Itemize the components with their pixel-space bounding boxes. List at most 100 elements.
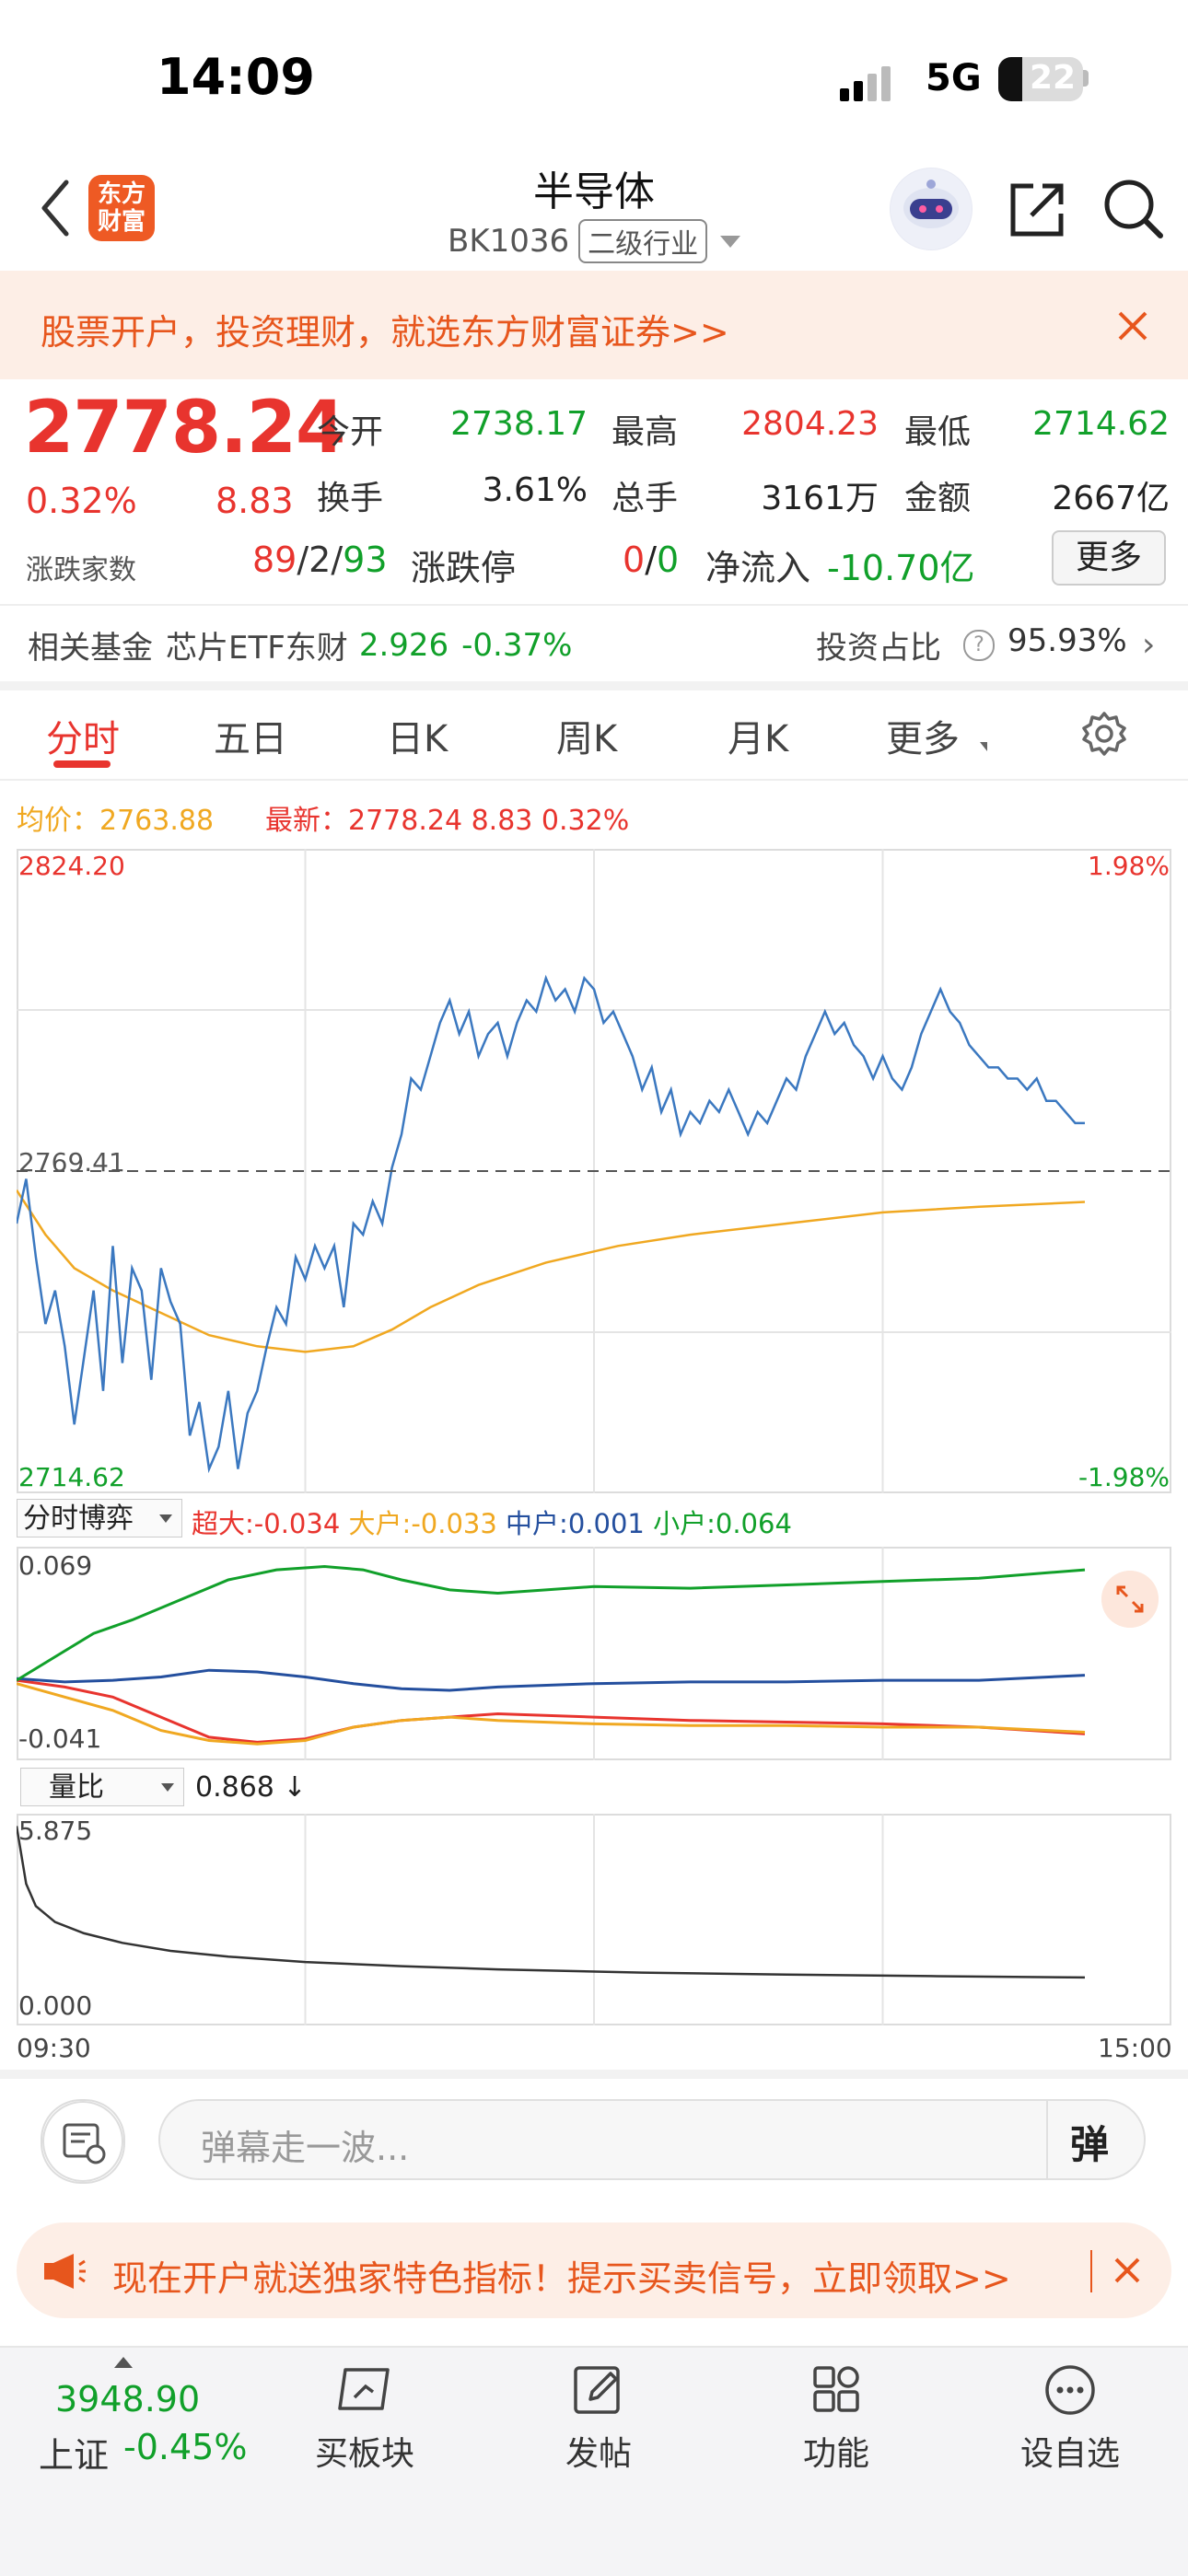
updown-count: 89/2/93 bbox=[252, 540, 388, 580]
sector-code-row[interactable]: BK1036 二级行业 bbox=[448, 219, 741, 263]
danmu-toggle-button[interactable]: 弹 bbox=[1070, 2122, 1110, 2167]
nav-add-watchlist[interactable]: 设自选 bbox=[996, 2362, 1144, 2475]
price-line bbox=[17, 974, 1085, 1474]
battery-icon: 22 bbox=[998, 57, 1083, 101]
comment-list-icon[interactable] bbox=[41, 2099, 125, 2184]
tab-indicator bbox=[53, 760, 111, 768]
caret-up-icon[interactable] bbox=[114, 2357, 133, 2368]
nav-post[interactable]: 发帖 bbox=[525, 2362, 672, 2475]
turnover-value: 3.61% bbox=[482, 471, 588, 509]
y-axis-bottom-label: 2714.62 bbox=[18, 1462, 125, 1492]
nav-label: 功能 bbox=[802, 2435, 869, 2473]
caret-down-icon bbox=[720, 235, 741, 248]
page-title: 半导体 bbox=[533, 168, 655, 215]
nav-label: 买板块 bbox=[314, 2435, 414, 2473]
chevron-right-icon[interactable]: › bbox=[1142, 626, 1156, 664]
change-percent: 0.32% bbox=[26, 481, 137, 521]
close-icon[interactable] bbox=[1111, 2254, 1144, 2287]
sub-chart-select-label: 分时博弈 bbox=[23, 1503, 134, 1535]
x-axis-start-label: 09:30 bbox=[17, 2033, 91, 2063]
flat-count: 2 bbox=[309, 540, 332, 580]
legend-small: 小户:0.064 bbox=[653, 1508, 792, 1539]
network-label: 5G bbox=[926, 57, 982, 99]
gear-icon[interactable] bbox=[1081, 711, 1127, 757]
volume-label: 总手 bbox=[611, 480, 679, 517]
nav-label: 设自选 bbox=[1019, 2435, 1120, 2473]
caret-icon bbox=[980, 742, 987, 751]
open-value: 2738.17 bbox=[450, 405, 588, 443]
bottom-nav bbox=[0, 2346, 1188, 2576]
index-name[interactable]: 上证 bbox=[39, 2435, 110, 2476]
high-label: 最高 bbox=[611, 413, 679, 451]
caret-down-icon bbox=[159, 1514, 172, 1523]
volume-value: 3161万 bbox=[761, 480, 879, 517]
sub-chart-select[interactable]: 分时博弈 bbox=[17, 1499, 182, 1537]
tab-more[interactable]: 更多 bbox=[886, 718, 960, 760]
divider bbox=[0, 779, 1188, 781]
promo-banner[interactable] bbox=[0, 271, 1188, 379]
tab-weekly-k[interactable]: 周K bbox=[556, 718, 618, 760]
danmu-placeholder[interactable]: 弹幕走一波... bbox=[201, 2128, 410, 2168]
tab-monthly-k[interactable]: 月K bbox=[728, 718, 789, 760]
ad-banner[interactable] bbox=[17, 2222, 1171, 2318]
close-icon[interactable] bbox=[1112, 306, 1153, 346]
help-icon[interactable]: ? bbox=[963, 630, 995, 661]
app-logo[interactable]: 东方财富 bbox=[88, 175, 155, 241]
avg-price-line bbox=[17, 1189, 1086, 1353]
expand-icon[interactable] bbox=[1101, 1571, 1159, 1628]
more-dots-icon bbox=[1045, 2365, 1095, 2415]
robot-assistant-icon[interactable] bbox=[890, 168, 973, 250]
fund-value: 2.926 bbox=[358, 626, 449, 664]
legend-medium: 中户:0.001 bbox=[506, 1508, 645, 1539]
tab-five-day[interactable]: 五日 bbox=[214, 718, 287, 760]
share-icon[interactable] bbox=[1006, 179, 1068, 241]
search-icon[interactable] bbox=[1101, 177, 1166, 241]
latest-price-label: 最新：2778.24 8.83 0.32% bbox=[265, 805, 630, 837]
avg-price-label: 均价：2763.88 bbox=[17, 805, 215, 837]
grid-icon bbox=[813, 2366, 859, 2412]
volume-ratio-chart[interactable]: 5.875 0.000 bbox=[17, 1814, 1171, 2025]
up-count: 89 bbox=[252, 540, 297, 580]
ticket-icon bbox=[338, 2368, 390, 2410]
ad-text[interactable]: 现在开户就送独家特色指标！提示买卖信号，立即领取>> bbox=[112, 2258, 1011, 2299]
amount-label: 金额 bbox=[904, 480, 972, 517]
index-change[interactable]: -0.45% bbox=[123, 2427, 248, 2467]
flow-series-line-1 bbox=[17, 1682, 1086, 1746]
invest-ratio-label: 投资占比 bbox=[816, 630, 941, 667]
back-icon[interactable] bbox=[37, 175, 74, 241]
vol-y-top-label: 5.875 bbox=[18, 1816, 92, 1846]
index-value[interactable]: 3948.90 bbox=[55, 2379, 201, 2419]
legend-super: 超大:-0.034 bbox=[192, 1508, 341, 1539]
fund-flow-chart[interactable]: 0.069 -0.041 bbox=[17, 1547, 1171, 1760]
nav-buy-sector[interactable]: 买板块 bbox=[291, 2362, 438, 2475]
signal-icon bbox=[840, 66, 891, 101]
flow-series-line-3 bbox=[17, 1564, 1086, 1682]
volume-ratio-select[interactable]: 量比 bbox=[20, 1768, 184, 1806]
divider bbox=[0, 604, 1188, 606]
battery-tip bbox=[1083, 70, 1089, 87]
related-fund-row[interactable]: 相关基金 芯片ETF东财 2.926 -0.37% bbox=[28, 622, 572, 667]
low-value: 2714.62 bbox=[1032, 405, 1170, 443]
danmu-input[interactable] bbox=[158, 2099, 1146, 2180]
nav-functions[interactable]: 功能 bbox=[763, 2362, 910, 2475]
flow-series-line-2 bbox=[17, 1668, 1086, 1692]
flow-lines bbox=[17, 1564, 1086, 1746]
tab-intraday[interactable]: 分时 bbox=[46, 718, 120, 760]
section-gap bbox=[0, 2070, 1188, 2079]
more-button[interactable]: 更多 bbox=[1052, 530, 1166, 586]
intraday-price-chart[interactable]: 2824.20 2769.41 2714.62 1.98% -1.98% bbox=[17, 849, 1171, 1493]
inflow-value: -10.70亿 bbox=[827, 548, 975, 588]
chart-tabs: 分时 五日 日K 周K 月K 更多 bbox=[0, 700, 1188, 773]
inflow-label: 净流入 bbox=[705, 548, 811, 588]
down-count: 93 bbox=[343, 540, 388, 580]
updown-count-label: 涨跌家数 bbox=[26, 554, 136, 586]
caret-down-icon bbox=[161, 1783, 174, 1792]
change-value: 8.83 bbox=[215, 481, 294, 521]
promo-text[interactable]: 股票开户，投资理财，就选东方财富证券>> bbox=[41, 312, 729, 353]
flow-y-bottom-label: -0.041 bbox=[18, 1723, 101, 1754]
x-axis-end-label: 15:00 bbox=[1098, 2033, 1172, 2063]
megaphone-icon bbox=[44, 2254, 86, 2289]
y-axis-top-right-label: 1.98% bbox=[1088, 851, 1170, 881]
tab-daily-k[interactable]: 日K bbox=[387, 718, 448, 760]
y-axis-top-label: 2824.20 bbox=[18, 851, 125, 881]
